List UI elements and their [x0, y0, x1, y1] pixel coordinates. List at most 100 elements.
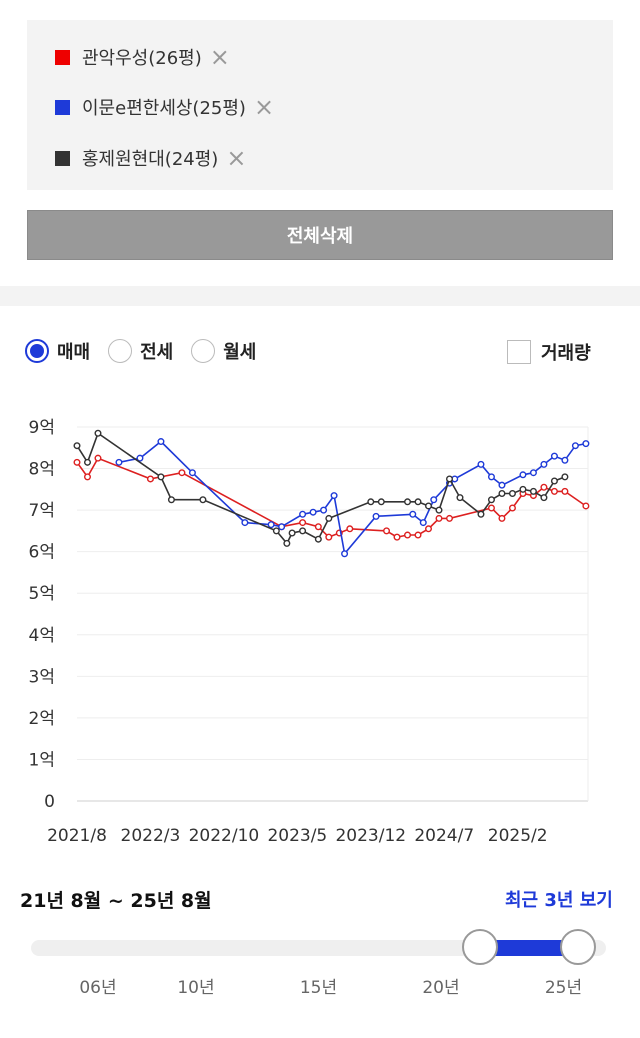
x-tick-label: 2022/10 [189, 826, 260, 846]
radio-monthly-rent[interactable]: 월세 [191, 338, 256, 364]
data-point [445, 514, 453, 522]
data-point [550, 477, 558, 485]
data-point [283, 539, 291, 547]
year-tick-label: 10년 [177, 978, 215, 998]
y-tick-label: 8억 [29, 460, 55, 480]
data-point [372, 512, 380, 520]
close-icon[interactable]: × [226, 144, 247, 172]
data-point [550, 487, 558, 495]
data-point [299, 510, 307, 518]
year-tick-label: 25년 [544, 978, 583, 998]
slider-handle-start[interactable] [461, 929, 498, 965]
x-tick-label: 2022/3 [121, 826, 181, 846]
data-point [435, 506, 443, 514]
data-point [178, 469, 186, 477]
data-point [582, 502, 590, 510]
y-tick-label: 2억 [29, 709, 55, 729]
data-point [529, 487, 537, 495]
data-point [83, 473, 91, 481]
data-point [561, 456, 569, 464]
data-point [188, 469, 196, 477]
series-line [118, 440, 587, 556]
data-point [320, 506, 328, 514]
recent-3-years-link[interactable]: 최근 3년 보기 [505, 890, 613, 911]
period-slider-fill [479, 940, 578, 956]
volume-checkbox[interactable] [507, 340, 531, 364]
radio-label: 매매 [57, 342, 91, 363]
data-point [278, 523, 286, 531]
radio-button[interactable] [191, 339, 216, 363]
data-point [314, 523, 322, 531]
data-point [404, 531, 412, 539]
data-point [136, 454, 144, 462]
data-point [519, 471, 527, 479]
data-point [115, 458, 123, 466]
compare-item-label: 홍제원현대(24평) [82, 149, 219, 170]
data-point [325, 514, 333, 522]
slider-handle-end[interactable] [559, 929, 596, 965]
year-tick-label: 06년 [79, 978, 117, 998]
data-point [430, 496, 438, 504]
data-point [498, 514, 506, 522]
close-icon[interactable]: × [253, 93, 275, 121]
data-point [341, 550, 349, 558]
close-icon[interactable]: × [209, 43, 230, 71]
x-tick-label: 2023/12 [335, 826, 406, 846]
data-point [167, 496, 175, 504]
data-point [477, 510, 485, 518]
data-point [299, 527, 307, 535]
data-point [487, 504, 495, 512]
delete-all-button[interactable]: 전체삭제 [27, 210, 613, 260]
radio-button-selected[interactable] [25, 339, 49, 363]
data-point [498, 481, 506, 489]
data-point [409, 510, 417, 518]
radio-button[interactable] [108, 339, 133, 363]
y-tick-label: 1억 [29, 750, 55, 770]
y-tick-label: 9억 [29, 418, 55, 438]
year-tick-label: 15년 [299, 978, 338, 998]
data-point [508, 504, 516, 512]
data-point [94, 429, 102, 437]
section-divider [0, 286, 640, 306]
radio-label: 전세 [140, 342, 174, 363]
data-point [73, 442, 81, 450]
data-point [241, 519, 249, 527]
data-point [314, 535, 322, 543]
year-tick-label: 20년 [422, 978, 460, 998]
compare-item: 이문e편한세상(25평) × [55, 92, 274, 122]
data-point [561, 487, 569, 495]
radio-jeonse[interactable]: 전세 [108, 338, 173, 364]
x-tick-label: 2023/5 [267, 826, 327, 846]
data-point [383, 527, 391, 535]
data-point [540, 483, 548, 491]
y-tick-label: 7억 [29, 501, 55, 521]
data-point [540, 494, 548, 502]
data-point [425, 502, 433, 510]
y-tick-label: 0 [44, 792, 55, 812]
compare-item: 관악우성(26평) × [55, 42, 230, 72]
radio-label: 월세 [223, 342, 257, 363]
data-point [393, 533, 401, 541]
volume-toggle[interactable]: 거래량 [507, 339, 591, 365]
y-tick-label: 5억 [29, 584, 55, 604]
data-point [288, 529, 296, 537]
data-point [435, 514, 443, 522]
data-point [325, 533, 333, 541]
period-range-label: 21년 8월 ~ 25년 8월 [20, 890, 212, 912]
data-point [414, 531, 422, 539]
data-point [414, 498, 422, 506]
data-point [199, 496, 207, 504]
data-point [346, 525, 354, 533]
data-point [571, 442, 579, 450]
compare-item: 홍제원현대(24평) × [55, 143, 246, 173]
data-point [272, 527, 280, 535]
data-point [456, 494, 464, 502]
data-point [425, 525, 433, 533]
radio-sale[interactable]: 매매 [25, 338, 90, 364]
series-swatch [55, 150, 70, 166]
data-point [330, 492, 338, 500]
compare-list: 관악우성(26평) × 이문e편한세상(25평) × 홍제원현대(24평) × [27, 20, 613, 190]
series-swatch [55, 49, 70, 65]
y-tick-label: 6억 [29, 543, 55, 563]
data-point [582, 440, 590, 448]
